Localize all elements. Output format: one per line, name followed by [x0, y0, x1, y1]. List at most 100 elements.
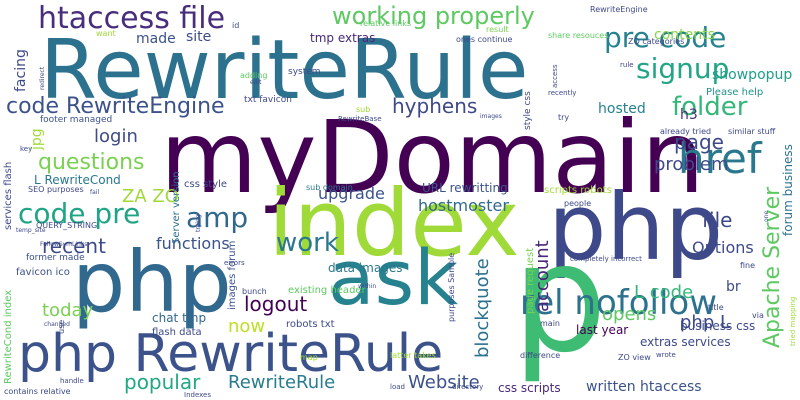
word-flash-data: flash data	[152, 327, 202, 338]
word-rewritebase: RewriteBase	[338, 115, 382, 123]
word-wrote: wrote	[656, 351, 676, 359]
word-system: system	[288, 67, 321, 77]
word-questions: questions	[38, 150, 145, 175]
word-footer-managed: footer managed	[40, 115, 113, 125]
word-za-zo: ZA ZO	[122, 186, 179, 207]
word-directory: directory	[452, 383, 484, 391]
word-functions: functions	[156, 234, 230, 253]
word-options: Options	[692, 238, 754, 257]
word-pre-code: pre code	[604, 21, 727, 54]
word-href: href	[678, 134, 762, 183]
word-code-rewriteengine: code RewriteEngine	[6, 94, 225, 119]
word-contains-relative: contains relative	[4, 387, 71, 396]
word-php-right: php	[548, 174, 724, 281]
word-temp-site: temp_site	[16, 227, 46, 234]
word-title: title	[708, 303, 724, 312]
word-logout: logout	[244, 292, 308, 316]
word-images: images	[480, 113, 502, 120]
word-handle: handle	[60, 377, 84, 385]
word-hostmoster: hostmoster	[418, 196, 509, 215]
word-made: made	[136, 31, 176, 47]
word-sub-domain: sub domain	[306, 183, 353, 192]
word-existing-header: existing header	[288, 285, 366, 296]
word-signup: signup	[636, 52, 730, 85]
word-work: work	[276, 228, 339, 258]
word-login: login	[94, 126, 138, 147]
word-opens: opens	[602, 304, 657, 325]
word-purposes-sample: purposes Sample	[447, 252, 456, 322]
word-edit: edit	[250, 79, 262, 86]
word-recently: recently	[548, 89, 577, 97]
word-site: site	[186, 29, 212, 45]
word-l-code: L code	[634, 282, 694, 303]
word-code-pre: code pre	[18, 197, 141, 230]
word-query-string: QUERY_STRING	[36, 221, 98, 230]
word-robots-txt: robots txt	[286, 319, 335, 330]
word-fine: fine	[740, 261, 756, 270]
word-images-forum: images forum	[227, 240, 238, 310]
word-rewriteengine: RewriteEngine	[590, 5, 648, 14]
word-css-style: css style	[184, 179, 228, 190]
word-showpopup: showpopup	[712, 67, 793, 83]
word-please-help: Please help	[706, 87, 764, 98]
word-extras-services: extras services	[640, 335, 731, 349]
word-htaccess-file: htaccess file	[38, 1, 226, 36]
word-rewritecond-index: RewriteCond index	[3, 289, 14, 384]
word-business-css: business css	[680, 319, 756, 333]
word-php-rewriterule: php RewriteRule	[18, 324, 444, 384]
word-data-images: data images	[328, 261, 403, 275]
word-via: via	[752, 311, 764, 320]
word-want: want	[96, 29, 116, 38]
word-page-request: page request	[525, 247, 536, 314]
word-chat-tmp: chat tmp	[152, 311, 207, 325]
word-former-made: former made	[26, 253, 85, 263]
word-l-rewritecond: L RewriteCond	[34, 173, 121, 187]
word-rewriterule-large: RewriteRule	[40, 23, 529, 118]
word-key: key	[20, 145, 33, 153]
word-access: access	[551, 64, 559, 88]
word-now: now	[228, 316, 266, 337]
word-txt-favicon: txt favicon	[244, 95, 292, 105]
word-followsymlinks: FollowSymLinks	[40, 241, 88, 248]
word-file: file	[702, 208, 733, 232]
word-recent: recent	[42, 234, 106, 258]
word-tmp-extras: tmp extras	[310, 31, 376, 45]
word-php-l: php L	[680, 312, 731, 333]
word-folder: folder	[672, 92, 748, 122]
word-problem: problem	[654, 154, 729, 175]
word-people: people	[564, 199, 592, 208]
word-fail: fail	[90, 189, 100, 196]
word-bunch: bunch	[242, 287, 267, 296]
word-facing: facing	[13, 49, 29, 92]
word-load: load	[390, 383, 405, 391]
word-redirect: redirect	[39, 66, 46, 90]
word-written-htaccess: written htaccess	[586, 379, 702, 395]
word-upgrade: upgrade	[318, 184, 385, 203]
word-difference: difference	[520, 351, 561, 360]
word-hyphens: hyphens	[392, 94, 478, 118]
word-completely-incorrect: completely incorrect	[570, 255, 642, 263]
word-one: one	[763, 210, 770, 222]
word-main: main	[540, 319, 560, 328]
word-relative-links: relative links	[360, 19, 412, 28]
word-last-year: last year	[576, 323, 629, 337]
word-rule: rule	[620, 61, 634, 69]
word-map: map	[300, 353, 318, 362]
word-adding: adding	[240, 71, 268, 80]
word-id: id	[232, 21, 240, 30]
word-indexes: Indexes	[184, 391, 212, 399]
word-share-resouces: share resouces	[548, 31, 609, 40]
word-already-tried: already tried	[660, 127, 712, 136]
word-favicon-ico: favicon ico	[16, 267, 70, 278]
word-try: try	[558, 113, 570, 122]
word-working-properly: working properly	[332, 2, 535, 30]
word-style-css: style css	[523, 91, 533, 130]
word-trying: trying	[195, 214, 202, 232]
word-result: result	[486, 25, 509, 34]
word-account: account	[532, 240, 553, 312]
word-zo-categories: ZO categories	[628, 37, 685, 46]
word-zo-view: ZO view	[618, 353, 651, 362]
word-seo-purposes: SEO purposes	[28, 185, 84, 194]
word-rel-nofollow: rel nofollow	[520, 283, 718, 323]
